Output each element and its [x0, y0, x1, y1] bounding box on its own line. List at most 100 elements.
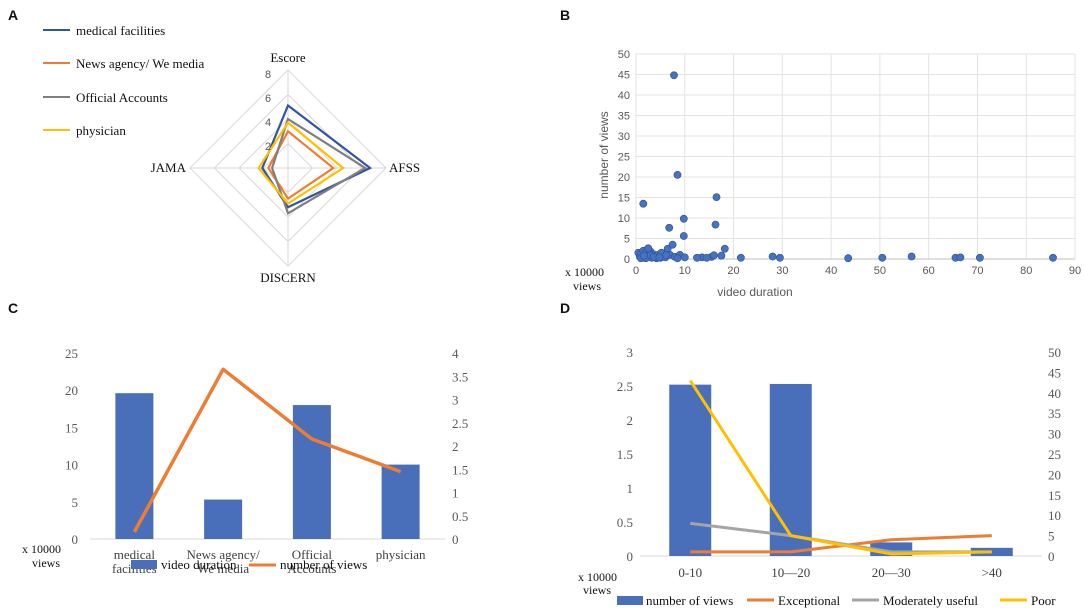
- c-right-tick-label: 2: [452, 439, 459, 454]
- scatter-x-tick-label: 40: [825, 265, 837, 277]
- d-right-tick-label: 15: [1048, 488, 1061, 503]
- radar-tick-label: 2: [265, 141, 271, 153]
- scatter-point: [737, 253, 745, 262]
- d-category-label: 10—20: [771, 565, 810, 580]
- d-category-labels: 0-10 10—20 20—30 >40: [678, 565, 1002, 580]
- c-legend: video duration number of views: [131, 557, 367, 572]
- legend-label: Exceptional: [778, 593, 840, 608]
- d-right-tick-label: 10: [1048, 508, 1061, 523]
- c-right-tick-label: 1.5: [452, 462, 468, 477]
- c-left-tick-label: 15: [65, 420, 78, 435]
- scatter-point: [717, 251, 726, 260]
- c-right-tick-label: 1: [452, 486, 459, 501]
- c-bar: [115, 393, 154, 539]
- d-right-tick-label: 50: [1048, 345, 1061, 360]
- scatter-y-tick-label: 10: [618, 213, 630, 225]
- d-bar: [669, 384, 712, 556]
- scatter-point: [655, 253, 664, 262]
- scatter-point: [712, 193, 721, 201]
- c-bar: [381, 464, 420, 539]
- scatter-point: [702, 253, 711, 262]
- radar-axis-label: JAMA: [151, 160, 187, 175]
- c-right-ticks: 0 0.5 1 1.5 2 2.5 3 3.5 4: [452, 346, 468, 547]
- c-left-tick-label: 20: [65, 383, 78, 398]
- c-right-tick-label: 3.5: [452, 369, 468, 384]
- d-right-tick-label: 40: [1048, 386, 1061, 401]
- scatter-point: [644, 244, 653, 253]
- scatter-y-tick-label: 20: [618, 172, 630, 184]
- scatter-x-tick-label: 0: [633, 265, 639, 277]
- scatter-point: [665, 223, 674, 232]
- panel-label-a: A: [8, 7, 18, 23]
- d-right-tick-label: 0: [1048, 549, 1055, 564]
- d-category-label: 0-10: [678, 565, 702, 580]
- d-line-series: [688, 379, 992, 556]
- radar-tick-labels: 8 6 4 2: [265, 69, 271, 153]
- legend-label: video duration: [161, 557, 237, 572]
- d-right-tick-label: 20: [1048, 467, 1061, 482]
- scatter-x-tick-label: 50: [874, 265, 886, 277]
- c-right-tick-label: 0.5: [452, 509, 468, 524]
- radar-series-polygon: [270, 117, 368, 215]
- d-left-ticks: 0 0.5 1 1.5 2 2.5 3: [617, 345, 633, 564]
- scatter-chart: 0 10 20 30 40 50 60 70 80 90 0 5 10 15 20 25 30 35 40 45 50…: [565, 49, 1081, 299]
- d-bars: [669, 383, 1013, 556]
- d-right-ticks: 0 5 10 15 20 25 30 35 40 45 50: [1048, 345, 1061, 564]
- c-line-series: [132, 367, 402, 533]
- d-bar: [769, 383, 812, 556]
- scatter-points: [634, 71, 1057, 263]
- legend-label: Poor: [1031, 593, 1056, 608]
- scatter-x-tick-label: 60: [923, 265, 935, 277]
- scatter-y-tick-label: 5: [624, 234, 630, 246]
- scatter-point: [679, 232, 688, 240]
- c-right-tick-label: 2.5: [452, 416, 468, 431]
- c-left-tick-label: 25: [65, 346, 78, 361]
- d-right-tick-label: 5: [1048, 529, 1055, 544]
- scatter-point: [680, 253, 689, 262]
- c-bar: [292, 405, 331, 539]
- scatter-point: [878, 253, 887, 262]
- scatter-x-tick-label: 80: [1020, 265, 1032, 277]
- d-category-label: 20—30: [872, 565, 911, 580]
- radar-tick-label: 4: [265, 117, 271, 129]
- c-left-tick-label: 0: [72, 532, 79, 547]
- panel-label-d: D: [560, 300, 570, 316]
- legend-label: Official Accounts: [76, 90, 168, 105]
- d-unit-label: x 10000: [578, 570, 617, 584]
- scatter-unit-label: views: [573, 279, 601, 293]
- scatter-x-tick-label: 70: [971, 265, 983, 277]
- radar-axis-label: AFSS: [389, 160, 420, 175]
- panel-label-b: B: [560, 7, 570, 23]
- c-unit-label: x 10000: [22, 542, 61, 556]
- scatter-y-tick-label: 35: [618, 111, 630, 123]
- scatter-y-ticks: 0 5 10 15 20 25 30 35 40 45 50: [618, 49, 630, 266]
- c-line: [132, 367, 402, 533]
- c-right-tick-label: 4: [452, 346, 459, 361]
- d-unit-label: views: [583, 583, 611, 597]
- d-legend: number of views Exceptional Moderately u…: [617, 593, 1056, 608]
- scatter-x-axis-title: video duration: [717, 285, 792, 299]
- scatter-x-tick-label: 10: [679, 265, 691, 277]
- radar-axis-label: Escore: [270, 50, 306, 65]
- scatter-point: [670, 71, 678, 80]
- d-left-tick-label: 0: [627, 549, 634, 564]
- legend-label: medical facilities: [76, 23, 165, 38]
- d-right-tick-label: 35: [1048, 406, 1061, 421]
- legend-label: Moderately useful: [883, 593, 978, 608]
- d-left-tick-label: 2: [627, 413, 634, 428]
- d-left-tick-label: 1.5: [617, 447, 633, 462]
- bar-line-chart-c: 0 5 10 15 20 25 0 0.5 1 1.5 2 2.5 3 3.5 4 medicalfaci…: [22, 346, 468, 576]
- scatter-point: [673, 254, 682, 263]
- c-category-label: We media: [197, 561, 249, 576]
- scatter-y-tick-label: 15: [618, 193, 630, 205]
- scatter-point: [693, 253, 701, 262]
- scatter-y-tick-label: 30: [618, 131, 630, 143]
- scatter-point: [639, 251, 648, 260]
- d-left-tick-label: 1: [627, 481, 634, 496]
- scatter-point: [662, 251, 671, 260]
- radar-axis-label: DISCERN: [260, 270, 316, 285]
- c-category-label: medical: [114, 547, 156, 562]
